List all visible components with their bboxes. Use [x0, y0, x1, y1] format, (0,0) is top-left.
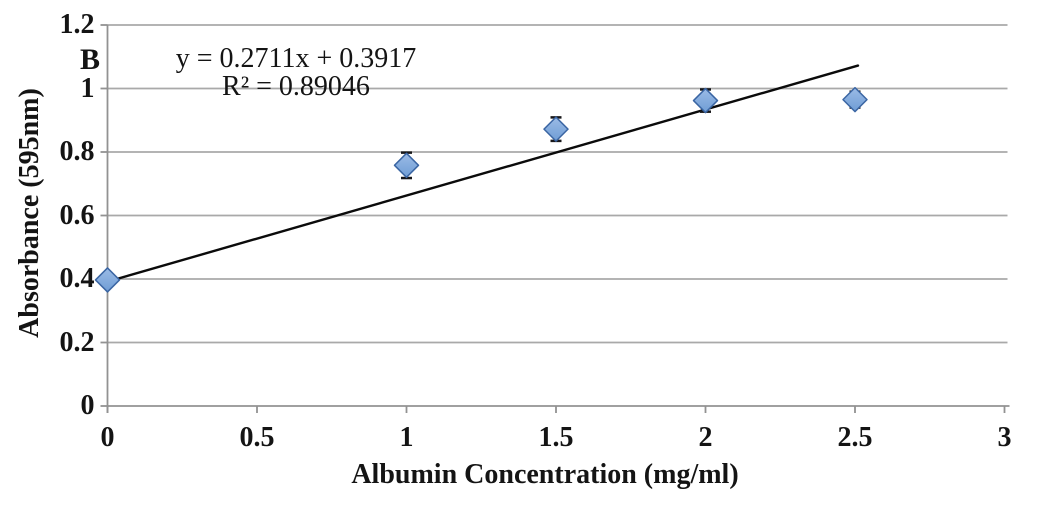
- y-tick-label: 0.2: [59, 326, 95, 358]
- data-point-marker: [842, 86, 868, 113]
- x-tick-label: 3: [997, 422, 1012, 453]
- x-tick-label: 2.5: [837, 422, 873, 453]
- x-tick-label: 0.5: [239, 422, 275, 453]
- r-squared-value: R² = 0.89046: [222, 71, 370, 102]
- y-tick-label: 1: [80, 72, 95, 104]
- x-tick-label: 2: [698, 422, 713, 453]
- x-tick-label: 0: [100, 422, 115, 453]
- y-tick-label: 0.8: [59, 136, 95, 167]
- y-tick-label: 0: [80, 390, 95, 421]
- y-tick-label: 0.4: [59, 263, 95, 294]
- trendline-equation: y = 0.2711x + 0.3917: [175, 43, 417, 74]
- panel-label: B: [79, 43, 101, 76]
- data-point-marker: [94, 267, 121, 293]
- x-axis-title: Albumin Concentration (mg/ml): [351, 459, 739, 490]
- data-point-marker: [543, 116, 569, 142]
- trendline-annotation: y = 0.2711x + 0.3917 R² = 0.89046: [176, 45, 417, 101]
- x-tick-label: 1: [399, 422, 414, 453]
- data-point-marker: [692, 87, 719, 114]
- y-tick-label: 0.6: [59, 199, 95, 231]
- data-point-marker: [393, 152, 420, 179]
- y-tick-label: 1.2: [59, 9, 95, 40]
- trendline: [106, 64, 860, 283]
- x-tick-label: 1.5: [538, 422, 574, 453]
- y-axis-title: Absorbance (595nm): [14, 88, 45, 338]
